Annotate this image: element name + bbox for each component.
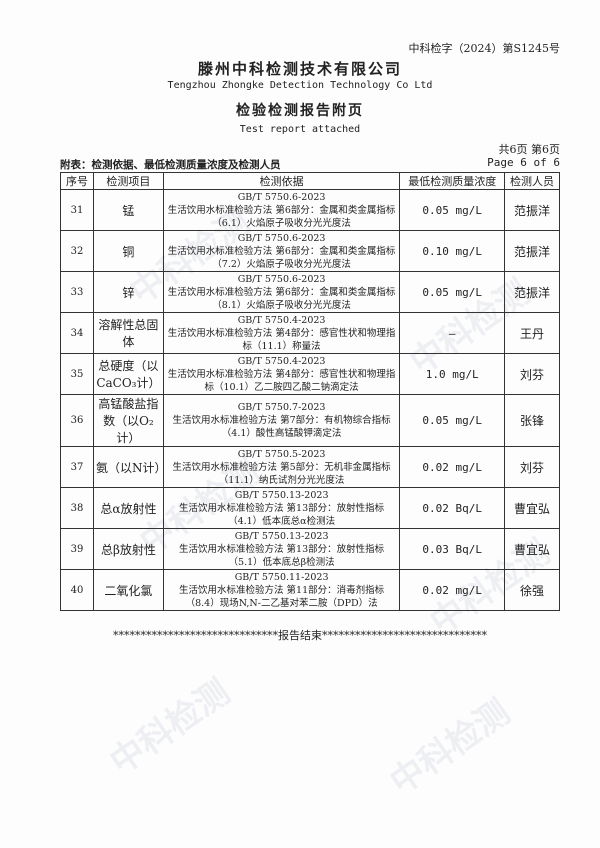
row-standard: GB/T 5750.6-2023 xyxy=(237,273,326,285)
row-standard: GB/T 5750.6-2023 xyxy=(237,191,326,203)
row-person: 张锋 xyxy=(504,394,560,447)
row-item: 总α放射性 xyxy=(92,487,164,529)
row-no: 38 xyxy=(60,487,94,529)
table-row: 37 氨（以N计） GB/T 5750.5-2023 生活饮用水标准检验方法 第5… xyxy=(60,446,560,488)
watermark: 中科检测 xyxy=(382,691,518,803)
row-method: 生活饮用水标准检验方法 第6部分：金属和类金属指标（6.1）火焰原子吸收分光光度… xyxy=(167,204,396,229)
row-standard: GB/T 5750.11-2023 xyxy=(234,571,329,583)
row-method: 生活饮用水标准检验方法 第4部分：感官性状和物理指标（10.1）乙二胺四乙酸二钠… xyxy=(167,368,396,393)
report-end-line: ******************************报告结束******… xyxy=(113,629,487,642)
row-method: 生活饮用水标准检验方法 第13部分：放射性指标（4.1）低本底总α检测法 xyxy=(179,502,385,527)
row-limit: 1.0 mg/L xyxy=(399,353,506,395)
row-standard: GB/T 5750.6-2023 xyxy=(237,232,326,244)
row-person: 范振洋 xyxy=(504,189,560,231)
row-item: 氨（以N计） xyxy=(92,446,166,488)
row-method: 生活饮用水标准检验方法 第4部分：感官性状和物理指标（11.1）称量法 xyxy=(167,327,396,352)
company-name-cn: 滕州中科检测技术有限公司 xyxy=(197,60,402,78)
row-item: 锌 xyxy=(92,271,164,313)
row-basis: GB/T 5750.6-2023 生活饮用水标准检验方法 第6部分：金属和类金属指… xyxy=(162,189,401,231)
row-basis: GB/T 5750.4-2023 生活饮用水标准检验方法 第4部分：感官性状和物理… xyxy=(162,353,401,395)
row-person: 范振洋 xyxy=(504,230,560,272)
row-person: 徐强 xyxy=(504,569,560,611)
report-number: 中科检字（2024）第S1245号 xyxy=(408,42,560,55)
row-basis: GB/T 5750.6-2023 生活饮用水标准检验方法 第6部分：金属和类金属指… xyxy=(162,230,401,272)
table-row: 39 总β放射性 GB/T 5750.13-2023 生活饮用水标准检验方法 第1… xyxy=(60,528,560,570)
row-method: 生活饮用水标准检验方法 第13部分：放射性指标（5.1）低本底总β检测法 xyxy=(179,543,385,568)
row-standard: GB/T 5750.5-2023 xyxy=(237,448,326,460)
row-basis: GB/T 5750.13-2023 生活饮用水标准检验方法 第13部分：放射性指标… xyxy=(162,487,401,529)
row-basis: GB/T 5750.4-2023 生活饮用水标准检验方法 第4部分：感官性状和物理… xyxy=(162,312,401,354)
row-basis: GB/T 5750.7-2023 生活饮用水标准检验方法 第7部分：有机物综合指标… xyxy=(162,394,401,447)
table-row: 35 总硬度（以CaCO₃计） GB/T 5750.4-2023 生活饮用水标准检… xyxy=(60,353,560,395)
row-method: 生活饮用水标准检验方法 第7部分：有机物综合指标（4.1）酸性高锰酸钾滴定法 xyxy=(172,415,391,439)
row-no: 39 xyxy=(60,528,94,570)
row-standard: GB/T 5750.7-2023 xyxy=(237,402,326,413)
row-limit: 0.10 mg/L xyxy=(399,230,506,272)
row-method: 生活饮用水标准检验方法 第6部分：金属和类金属指标（7.2）火焰原子吸收分光光度… xyxy=(167,245,396,270)
row-item: 溶解性总固体 xyxy=(92,312,164,354)
row-no: 32 xyxy=(60,230,94,272)
row-person: 曹宜弘 xyxy=(504,487,560,529)
row-limit: 0.03 Bq/L xyxy=(399,528,506,570)
row-standard: GB/T 5750.13-2023 xyxy=(234,489,329,501)
row-method: 生活饮用水标准检验方法 第6部分：金属和类金属指标（8.1）火焰原子吸收分光光度… xyxy=(167,286,396,311)
table-caption: 附表：检测依据、最低检测质量浓度及检测人员 xyxy=(60,159,281,171)
header-person: 检测人员 xyxy=(504,172,560,190)
row-method: 生活饮用水标准检验方法 第5部分：无机非金属指标（11.1）纳氏试剂分光光度法 xyxy=(172,461,391,486)
table-row: 36 高锰酸盐指数（以O₂计） GB/T 5750.7-2023 生活饮用水标准检… xyxy=(60,394,560,447)
page-count-en: Page 6 of 6 xyxy=(487,156,560,169)
table-row: 40 二氧化氯 GB/T 5750.11-2023 生活饮用水标准检验方法 第11… xyxy=(60,569,560,611)
row-no: 40 xyxy=(60,569,94,611)
row-method: 生活饮用水标准检验方法 第11部分：消毒剂指标（8.4）现场N,N-二乙基对苯二… xyxy=(179,584,385,609)
row-no: 37 xyxy=(60,446,94,488)
row-person: 范振洋 xyxy=(504,271,560,313)
row-basis: GB/T 5750.11-2023 生活饮用水标准检验方法 第11部分：消毒剂指标… xyxy=(162,569,401,611)
title-en: Test report attached xyxy=(239,124,361,135)
table-row: 31 锰 GB/T 5750.6-2023 生活饮用水标准检验方法 第6部分：金属… xyxy=(60,189,560,231)
row-standard: GB/T 5750.4-2023 xyxy=(237,314,326,326)
test-basis-table: 序号 检测项目 检测依据 最低检测质量浓度 检测人员 31 锰 GB/T 575… xyxy=(60,172,560,611)
row-standard: GB/T 5750.13-2023 xyxy=(234,530,329,542)
row-person: 曹宜弘 xyxy=(504,528,560,570)
header-basis: 检测依据 xyxy=(162,172,401,190)
row-limit: — xyxy=(399,312,506,354)
row-no: 36 xyxy=(60,394,94,447)
row-no: 31 xyxy=(60,189,94,231)
row-no: 33 xyxy=(60,271,94,313)
title-cn: 检验检测报告附页 xyxy=(236,103,364,119)
page-count-cn: 共6页 第6页 xyxy=(498,143,561,156)
row-standard: GB/T 5750.4-2023 xyxy=(237,355,326,367)
row-basis: GB/T 5750.13-2023 生活饮用水标准检验方法 第13部分：放射性指标… xyxy=(162,528,401,570)
row-limit: 0.05 mg/L xyxy=(399,189,506,231)
row-person: 刘芬 xyxy=(504,446,560,488)
row-item: 铜 xyxy=(92,230,164,272)
row-item: 高锰酸盐指数（以O₂计） xyxy=(92,394,164,447)
table-header: 序号 检测项目 检测依据 最低检测质量浓度 检测人员 xyxy=(60,172,560,190)
row-limit: 0.05 mg/L xyxy=(399,271,506,313)
row-basis: GB/T 5750.5-2023 生活饮用水标准检验方法 第5部分：无机非金属指标… xyxy=(162,446,401,488)
row-item: 总硬度（以CaCO₃计） xyxy=(92,353,164,395)
table-row: 38 总α放射性 GB/T 5750.13-2023 生活饮用水标准检验方法 第1… xyxy=(60,487,560,529)
row-limit: 0.02 mg/L xyxy=(399,446,506,488)
row-basis: GB/T 5750.6-2023 生活饮用水标准检验方法 第6部分：金属和类金属指… xyxy=(162,271,401,313)
header-limit: 最低检测质量浓度 xyxy=(399,172,506,190)
row-item: 二氧化氯 xyxy=(92,569,164,611)
table-row: 33 锌 GB/T 5750.6-2023 生活饮用水标准检验方法 第6部分：金属… xyxy=(60,271,560,313)
header-no: 序号 xyxy=(60,172,94,190)
row-item: 锰 xyxy=(92,189,164,231)
watermark: 中科检测 xyxy=(102,671,238,783)
row-limit: 0.02 mg/L xyxy=(399,569,506,611)
row-limit: 0.05 mg/L xyxy=(399,394,506,447)
row-person: 刘芬 xyxy=(504,353,560,395)
company-name-en: Tengzhou Zhongke Detection Technology Co… xyxy=(167,80,433,91)
table-row: 34 溶解性总固体 GB/T 5750.4-2023 生活饮用水标准检验方法 第4… xyxy=(60,312,560,354)
row-person: 王丹 xyxy=(504,312,560,354)
table-row: 32 铜 GB/T 5750.6-2023 生活饮用水标准检验方法 第6部分：金属… xyxy=(60,230,560,272)
row-item: 总β放射性 xyxy=(92,528,164,570)
row-no: 34 xyxy=(60,312,94,354)
header-item: 检测项目 xyxy=(92,172,164,190)
row-limit: 0.02 Bq/L xyxy=(399,487,506,529)
row-no: 35 xyxy=(60,353,94,395)
